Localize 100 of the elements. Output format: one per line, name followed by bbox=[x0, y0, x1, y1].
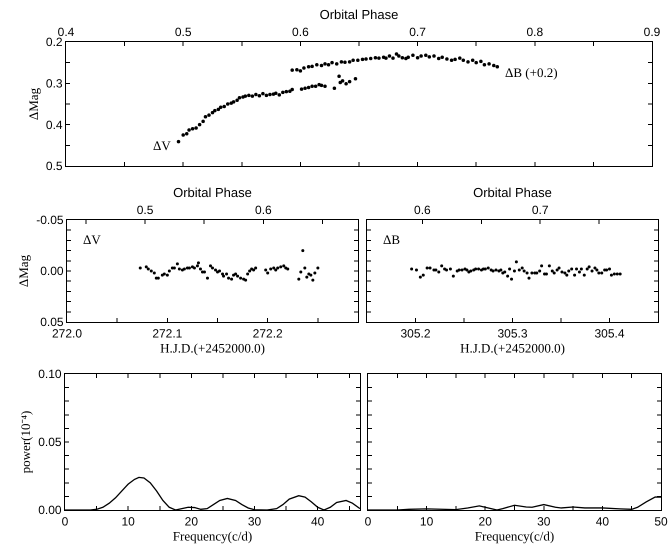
point bbox=[332, 86, 336, 90]
point bbox=[334, 62, 338, 66]
point bbox=[261, 92, 265, 96]
point bbox=[238, 96, 242, 100]
point bbox=[474, 60, 478, 64]
point bbox=[284, 90, 288, 94]
y-tick-label: 0.5 bbox=[46, 159, 63, 174]
point bbox=[337, 74, 341, 78]
y-tick-label: 0.4 bbox=[46, 118, 63, 132]
x-axis-title: Frequency(c/d) bbox=[474, 528, 554, 544]
x-tick-label: 10 bbox=[121, 514, 136, 528]
x-tick-label: 272.1 bbox=[152, 326, 183, 340]
x2-tick-label: 0.5 bbox=[136, 203, 154, 218]
point bbox=[315, 62, 319, 66]
point bbox=[351, 58, 355, 62]
point bbox=[244, 94, 248, 98]
y-axis-title: power(10⁻⁴) bbox=[18, 410, 34, 474]
x-tick-label: 10 bbox=[420, 514, 434, 528]
point bbox=[320, 84, 324, 88]
x-tick-label: 0.5 bbox=[174, 25, 192, 40]
point bbox=[204, 115, 208, 119]
y-tick-label: 0.05 bbox=[38, 435, 62, 450]
point bbox=[323, 84, 327, 88]
x2-tick-label: 0.6 bbox=[255, 203, 272, 218]
point bbox=[306, 65, 310, 69]
point bbox=[216, 108, 220, 112]
point bbox=[288, 89, 292, 93]
x-tick-label: 305.4 bbox=[594, 326, 625, 340]
point bbox=[479, 60, 483, 64]
point bbox=[340, 79, 344, 83]
point bbox=[348, 60, 352, 64]
x-axis-title: Orbital Phase bbox=[320, 7, 398, 22]
point bbox=[419, 54, 423, 58]
point bbox=[187, 128, 191, 132]
point bbox=[264, 94, 268, 98]
point bbox=[310, 64, 314, 68]
point bbox=[453, 58, 457, 62]
x-axis-title: Frequency(c/d) bbox=[172, 528, 252, 544]
x-tick-label: 20 bbox=[478, 514, 492, 528]
point bbox=[198, 122, 202, 126]
x-tick-label: 40 bbox=[311, 514, 325, 528]
y-tick-label: 0.2 bbox=[46, 35, 63, 50]
point bbox=[377, 56, 381, 60]
point bbox=[323, 62, 327, 66]
x2-axis-title: Orbital Phase bbox=[173, 185, 252, 200]
point bbox=[492, 64, 496, 68]
point bbox=[258, 94, 262, 98]
point bbox=[278, 93, 282, 97]
series-label: ΔV bbox=[153, 138, 172, 153]
point bbox=[302, 66, 306, 70]
point bbox=[300, 87, 304, 91]
annotation: ΔV bbox=[83, 232, 102, 247]
point bbox=[326, 62, 330, 66]
x-tick-label: 30 bbox=[248, 514, 262, 528]
x-tick-label: 20 bbox=[184, 514, 198, 528]
point bbox=[344, 82, 348, 86]
point bbox=[274, 92, 278, 95]
x-tick-label: 305.2 bbox=[400, 326, 431, 340]
point bbox=[466, 60, 470, 64]
point bbox=[190, 127, 194, 131]
y-tick-label: 0.00 bbox=[40, 264, 64, 278]
point bbox=[184, 132, 188, 136]
x2-axis-title: Orbital Phase bbox=[473, 185, 552, 200]
point bbox=[247, 94, 251, 98]
x-tick-label: 0.9 bbox=[644, 25, 661, 40]
point bbox=[470, 58, 474, 62]
point bbox=[487, 62, 491, 66]
point bbox=[374, 56, 378, 60]
point bbox=[210, 110, 214, 114]
x-tick-label: 30 bbox=[537, 514, 551, 528]
point bbox=[411, 53, 415, 57]
point bbox=[450, 58, 454, 62]
point bbox=[391, 56, 395, 60]
annotation: ΔB bbox=[383, 232, 400, 247]
x-tick-label: 0.6 bbox=[292, 25, 310, 40]
point bbox=[226, 102, 230, 106]
point bbox=[232, 100, 236, 104]
point bbox=[320, 64, 324, 68]
x2-tick-label: 0.7 bbox=[532, 203, 549, 218]
y-axis-title: ΔMag bbox=[16, 254, 32, 288]
point bbox=[458, 56, 462, 60]
point bbox=[290, 88, 294, 92]
point bbox=[194, 126, 198, 130]
point bbox=[354, 77, 358, 81]
point bbox=[360, 58, 364, 62]
x-tick-label: 272.2 bbox=[252, 326, 284, 340]
point bbox=[348, 80, 352, 84]
x-tick-label: 0 bbox=[364, 514, 372, 528]
point bbox=[218, 106, 222, 110]
point bbox=[440, 56, 444, 60]
point bbox=[281, 90, 285, 94]
point bbox=[424, 53, 428, 57]
point bbox=[235, 98, 239, 102]
x-tick-label: 0.8 bbox=[526, 25, 544, 40]
point bbox=[290, 68, 294, 72]
point bbox=[436, 56, 440, 60]
point bbox=[295, 68, 299, 72]
point bbox=[268, 92, 272, 96]
point bbox=[181, 133, 185, 137]
point bbox=[400, 56, 404, 60]
